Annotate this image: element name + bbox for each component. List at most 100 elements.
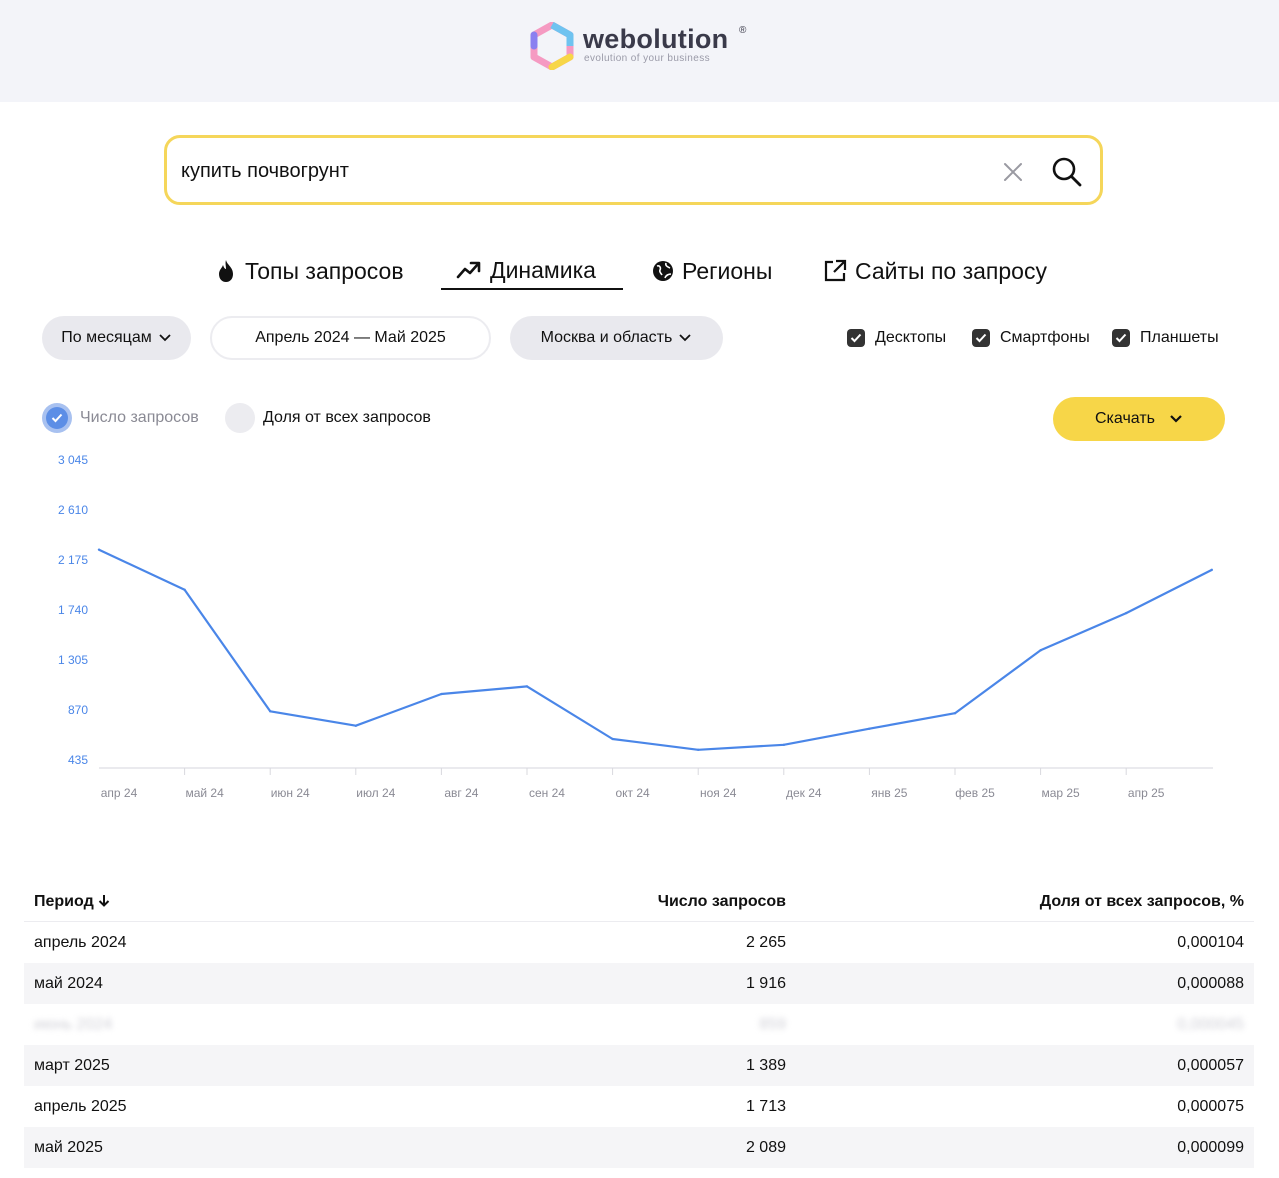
- cell-share: 0,000057: [1177, 1057, 1244, 1074]
- y-tick-label: 435: [68, 753, 88, 767]
- data-point[interactable]: [1210, 568, 1214, 572]
- cell-count: 859: [759, 1016, 786, 1033]
- tab-sites[interactable]: Сайты по запросу: [823, 252, 1047, 290]
- x-tick-label: янв 25: [871, 786, 908, 800]
- chevron-down-icon: [1170, 415, 1182, 423]
- y-tick-label: 2 175: [58, 553, 88, 567]
- x-tick-label: сен 24: [529, 786, 565, 800]
- x-tick-label: мар 25: [1041, 786, 1080, 800]
- data-point[interactable]: [440, 692, 443, 696]
- data-point[interactable]: [525, 685, 529, 688]
- region-dropdown[interactable]: Москва и область: [510, 316, 723, 360]
- metric-share-radio[interactable]: Доля от всех запросов: [225, 403, 431, 433]
- webolution-logo[interactable]: webolution ® evolution of your business: [528, 22, 758, 72]
- data-point[interactable]: [697, 748, 700, 751]
- x-tick-label: окт 24: [615, 786, 650, 800]
- cell-count: 1 389: [745, 1057, 786, 1074]
- cell-period: апрель 2024: [34, 934, 127, 951]
- device-desktop-checkbox[interactable]: Десктопы: [847, 327, 946, 349]
- period-grouping-label: По месяцам: [61, 329, 152, 346]
- x-tick-label: апр 25: [1128, 786, 1165, 800]
- cell-period: июнь 2024: [34, 1016, 113, 1033]
- site-header: webolution ® evolution of your business: [0, 0, 1279, 102]
- cell-period: март 2025: [34, 1057, 110, 1074]
- metric-count-radio[interactable]: Число запросов: [42, 403, 199, 433]
- x-tick-label: июн 24: [271, 786, 310, 800]
- x-tick-label: дек 24: [786, 786, 822, 800]
- tab-regions[interactable]: Регионы: [652, 252, 772, 290]
- logo-reg-mark: ®: [739, 25, 747, 36]
- chevron-down-icon: [679, 334, 691, 342]
- queries-line-chart: 435 870 1 305 1 740 2 175 2 610 3 045 апр 24 май…: [58, 453, 1214, 800]
- y-tick-label: 2 610: [58, 503, 88, 517]
- header-period[interactable]: Период: [34, 893, 110, 911]
- x-tick-label: авг 24: [444, 786, 478, 800]
- data-point[interactable]: [269, 710, 272, 713]
- download-button[interactable]: Скачать: [1053, 397, 1225, 441]
- search-input[interactable]: [181, 156, 961, 186]
- checkbox-checked-icon: [1112, 329, 1130, 347]
- clear-icon[interactable]: [1001, 160, 1025, 184]
- y-tick-label: 1 305: [58, 653, 88, 667]
- cell-share: 0,000104: [1177, 934, 1244, 951]
- arrow-down-icon: [98, 895, 110, 907]
- tab-dynamics[interactable]: Динамика: [441, 252, 623, 290]
- cell-count: 1 916: [745, 975, 786, 992]
- tab-label: Динамика: [490, 256, 596, 283]
- cell-period: май 2024: [34, 975, 103, 992]
- tab-label: Топы запросов: [245, 257, 404, 284]
- date-range-picker[interactable]: Апрель 2024 — Май 2025: [210, 316, 491, 360]
- table-row: март 2025 1 389 0,000057: [24, 1045, 1254, 1086]
- series-line[interactable]: [98, 548, 1213, 751]
- search-box: [164, 135, 1103, 205]
- device-tablet-checkbox[interactable]: Планшеты: [1112, 327, 1219, 349]
- x-tick-label: ноя 24: [700, 786, 737, 800]
- y-tick-label: 1 740: [58, 603, 88, 617]
- data-point[interactable]: [782, 743, 785, 747]
- search-icon[interactable]: [1051, 156, 1083, 188]
- period-grouping-dropdown[interactable]: По месяцам: [42, 316, 191, 360]
- header-count[interactable]: Число запросов: [657, 893, 786, 910]
- tabs: Топы запросов Динамика Регионы Сайты по …: [0, 252, 1279, 292]
- cell-share: 0,000045: [1177, 1016, 1244, 1033]
- data-point[interactable]: [1125, 611, 1128, 615]
- globe-icon: [653, 261, 673, 281]
- logo-name: webolution: [583, 24, 729, 54]
- tab-top-queries[interactable]: Топы запросов: [215, 252, 404, 290]
- tab-label: Регионы: [682, 257, 773, 284]
- checkbox-checked-icon: [847, 329, 865, 347]
- header-share[interactable]: Доля от всех запросов, %: [1039, 893, 1244, 910]
- table-row: май 2025 2 089 0,000099: [24, 1127, 1254, 1168]
- cell-share: 0,000075: [1177, 1098, 1244, 1115]
- checkbox-checked-icon: [972, 329, 990, 347]
- date-range-label: Апрель 2024 — Май 2025: [255, 329, 446, 346]
- cell-share: 0,000088: [1177, 975, 1244, 992]
- stats-table: Период Число запросов Доля от всех запро…: [24, 880, 1254, 1168]
- cell-share: 0,000099: [1177, 1139, 1244, 1156]
- table-row: июнь 2024 859 0,000045: [24, 1004, 1254, 1045]
- data-point[interactable]: [97, 548, 101, 551]
- table-row: апрель 2024 2 265 0,000104: [24, 922, 1254, 963]
- radio-selected-icon: [42, 403, 72, 433]
- data-point[interactable]: [183, 588, 186, 591]
- x-tick-label: май 24: [185, 786, 224, 800]
- data-point[interactable]: [868, 727, 871, 730]
- logo-tagline: evolution of your business: [584, 53, 711, 64]
- data-point[interactable]: [1039, 649, 1042, 652]
- trend-up-icon: [456, 261, 481, 279]
- x-tick-label: апр 24: [101, 786, 138, 800]
- data-point[interactable]: [953, 712, 957, 715]
- data-point[interactable]: [354, 724, 357, 727]
- metric-share-label: Доля от всех запросов: [263, 409, 431, 426]
- device-label: Планшеты: [1140, 329, 1219, 346]
- data-point[interactable]: [611, 737, 614, 741]
- table-header: Период Число запросов Доля от всех запро…: [24, 880, 1254, 922]
- y-tick-label: 870: [68, 703, 88, 717]
- radio-unselected-icon: [225, 403, 255, 433]
- table-row: апрель 2025 1 713 0,000075: [24, 1086, 1254, 1127]
- device-smartphone-checkbox[interactable]: Смартфоны: [972, 327, 1090, 349]
- table-row: май 2024 1 916 0,000088: [24, 963, 1254, 1004]
- fire-icon: [219, 260, 233, 282]
- x-tick-label: июл 24: [356, 786, 395, 800]
- cell-count: 2 265: [745, 934, 786, 951]
